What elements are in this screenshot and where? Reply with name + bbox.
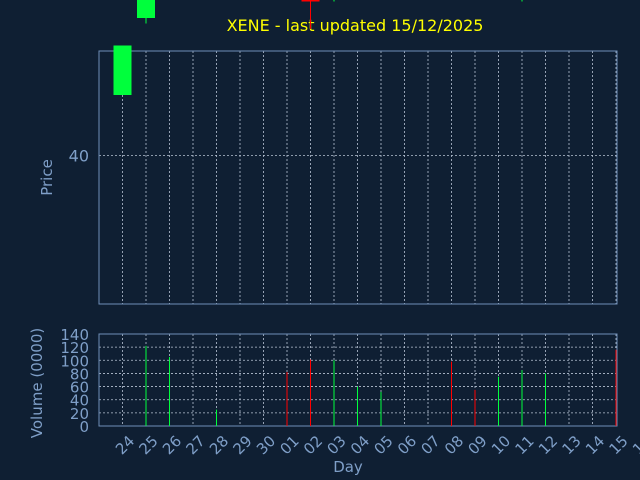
candle-body [137, 0, 155, 18]
chart-title: XENE - last updated 15/12/2025 [227, 16, 484, 35]
price-gridlines [99, 51, 617, 304]
day-tick-label: 01 [277, 432, 303, 458]
day-tick-label: 25 [136, 432, 162, 458]
candle-body [301, 0, 320, 2]
candlesticks [113, 0, 523, 95]
day-tick-label: 27 [183, 432, 209, 458]
day-tick-label: 10 [488, 432, 514, 458]
day-axis-ticks: 2425262728293001020304050607080910111213… [112, 432, 640, 458]
volume-axis-label: Volume (0000) [28, 328, 46, 438]
day-tick-label: 08 [441, 432, 467, 458]
day-tick-label: 05 [371, 432, 397, 458]
price-tick-label: 40 [69, 147, 89, 166]
volume-tick-label: 100 [60, 352, 89, 370]
volume-tick-label: 80 [70, 365, 89, 383]
volume-tick-label: 60 [70, 379, 89, 397]
day-tick-label: 04 [347, 432, 373, 458]
day-tick-label: 26 [159, 432, 185, 458]
day-axis-label: Day [333, 458, 363, 476]
day-tick-label: 06 [394, 432, 420, 458]
day-tick-label: 09 [465, 432, 491, 458]
volume-tick-label: 120 [60, 339, 89, 357]
day-tick-label: 15 [606, 432, 632, 458]
price-panel-frame [98, 50, 618, 305]
day-tick-label: 28 [206, 432, 232, 458]
price-axis-ticks: 40434649 [69, 0, 89, 166]
price-axis-label: Price [38, 159, 56, 196]
day-tick-label: 14 [582, 432, 608, 458]
volume-tick-label: 140 [60, 326, 89, 344]
day-tick-label: 24 [112, 432, 138, 458]
candle-body [113, 45, 132, 95]
day-tick-label: 13 [559, 432, 585, 458]
day-tick-label: 30 [253, 432, 279, 458]
day-tick-label: 29 [230, 432, 256, 458]
day-tick-label: 03 [324, 432, 350, 458]
day-tick-label: 02 [300, 432, 326, 458]
volume-tick-label: 40 [70, 392, 89, 410]
day-tick-label: 12 [535, 432, 561, 458]
volume-bars [145, 345, 617, 426]
day-tick-label: 16 [629, 432, 640, 458]
price-tick-label: 43 [69, 0, 89, 1]
volume-tick-label: 0 [79, 418, 89, 436]
day-tick-label: 07 [418, 432, 444, 458]
day-tick-label: 11 [512, 432, 538, 458]
volume-tick-label: 20 [70, 405, 89, 423]
